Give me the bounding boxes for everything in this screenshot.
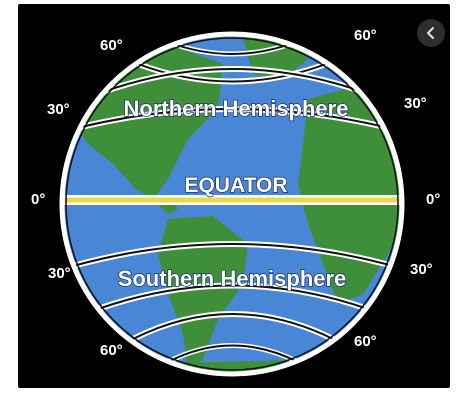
globe-diagram: Northern Hemisphere EQUATOR Southern Hem… xyxy=(59,31,405,377)
diagram-frame: Northern Hemisphere EQUATOR Southern Hem… xyxy=(18,4,450,388)
latitude-0-left: 0° xyxy=(31,191,46,208)
back-button[interactable] xyxy=(417,19,445,47)
latitude-30s-right: 30° xyxy=(410,261,433,278)
latitude-30n-right: 30° xyxy=(404,95,427,112)
northern-hemisphere-label: Northern Hemisphere xyxy=(124,96,349,121)
latitude-0-right: 0° xyxy=(426,191,441,208)
latitude-bands xyxy=(72,39,394,365)
latitude-60n-left: 60° xyxy=(100,37,123,54)
frame-bottom-strip xyxy=(18,388,450,398)
south-america xyxy=(158,216,248,374)
latitude-30n-left: 30° xyxy=(47,101,70,118)
southern-hemisphere-label: Southern Hemisphere xyxy=(118,266,347,291)
chevron-left-icon xyxy=(427,27,434,39)
latitude-60s-right: 60° xyxy=(354,333,377,350)
globe-outline xyxy=(59,31,405,377)
latitude-30s-left: 30° xyxy=(48,265,71,282)
latitude-60n-right: 60° xyxy=(354,27,377,44)
equator-label: EQUATOR xyxy=(184,174,287,197)
latitude-60s-left: 60° xyxy=(100,342,123,359)
